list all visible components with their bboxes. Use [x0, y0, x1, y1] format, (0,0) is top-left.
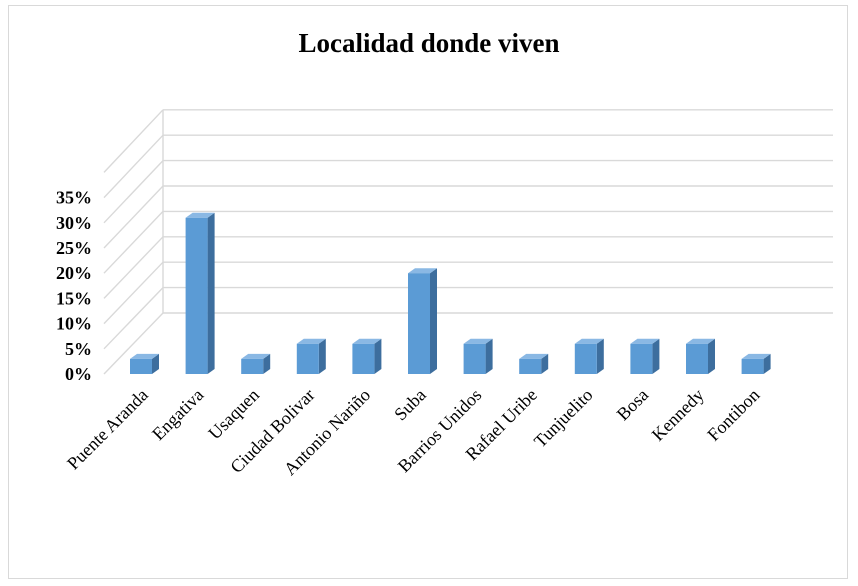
bar-side — [541, 353, 549, 374]
gridline-side — [103, 160, 164, 224]
y-tick-label: 0% — [65, 364, 92, 384]
bar-top — [352, 338, 382, 344]
bar-front — [519, 358, 542, 374]
x-tick-label: Bosa — [613, 385, 653, 425]
bar — [574, 338, 604, 374]
bar-top — [741, 353, 771, 359]
bar — [463, 338, 493, 374]
bar-side — [652, 338, 660, 374]
bar-front — [408, 273, 430, 374]
bar-front — [352, 343, 375, 374]
gridline-side — [103, 185, 164, 249]
bar-top — [408, 268, 437, 274]
bar — [130, 353, 159, 374]
gridline-side — [103, 134, 164, 199]
bar-front — [686, 343, 708, 374]
bar-side — [708, 338, 715, 374]
bars-layer — [130, 212, 771, 374]
bar-top — [519, 353, 549, 359]
gridline-side — [103, 261, 164, 325]
bar-side — [430, 268, 437, 374]
bar — [686, 338, 715, 374]
x-tick-label: Engativa — [148, 385, 207, 444]
bar-side — [485, 338, 493, 374]
chart-title: Localidad donde viven — [298, 28, 560, 58]
bar-side — [207, 212, 215, 374]
bar-front — [130, 358, 152, 374]
x-tick-label: Kennedy — [648, 385, 708, 445]
bar-side — [374, 338, 382, 374]
y-tick-label: 30% — [56, 213, 92, 233]
bar-front — [296, 343, 319, 374]
gridline-side — [103, 236, 164, 299]
bar-front — [185, 217, 208, 374]
y-tick-label: 20% — [56, 263, 92, 283]
axis-layer: 0% 5% 10% 15% 20% 25% 30% 35% — [56, 188, 92, 384]
bar — [241, 353, 271, 374]
x-tick-label: Tunjuelito — [530, 385, 597, 452]
x-tick-label: Suba — [390, 385, 430, 425]
bar — [741, 353, 771, 374]
gridline-side — [103, 287, 164, 350]
bar-top — [130, 353, 159, 359]
bar-side — [763, 353, 771, 374]
grid-layer — [103, 109, 833, 375]
bar-top — [630, 338, 660, 344]
y-tick-label: 10% — [56, 314, 92, 334]
bar — [408, 268, 437, 374]
bar-side — [596, 338, 604, 374]
gridline-side — [103, 210, 164, 274]
gridline-side — [103, 312, 164, 375]
bar-top — [296, 338, 326, 344]
bar-top — [185, 212, 215, 218]
x-tick-label: Puente Aranda — [63, 385, 152, 474]
bar-front — [741, 358, 764, 374]
x-tick-label: Fontibon — [703, 385, 763, 445]
y-tick-label: 35% — [56, 188, 92, 208]
y-tick-label: 15% — [56, 288, 92, 308]
bar-top — [574, 338, 604, 344]
y-tick-label: 5% — [65, 339, 92, 359]
bar-side — [263, 353, 271, 374]
bar-front — [630, 343, 653, 374]
bar — [630, 338, 660, 374]
gridline-side — [103, 109, 164, 173]
bar — [185, 212, 215, 374]
y-tick-label: 25% — [56, 238, 92, 258]
bar-side — [318, 338, 326, 374]
bar — [352, 338, 382, 374]
bar-top — [686, 338, 715, 344]
bar-top — [463, 338, 493, 344]
bar-front — [463, 343, 486, 374]
bar-front — [574, 343, 597, 374]
bar-front — [241, 358, 264, 374]
bar — [296, 338, 326, 374]
bar-side — [152, 353, 159, 374]
bar — [519, 353, 549, 374]
bar-top — [241, 353, 271, 359]
